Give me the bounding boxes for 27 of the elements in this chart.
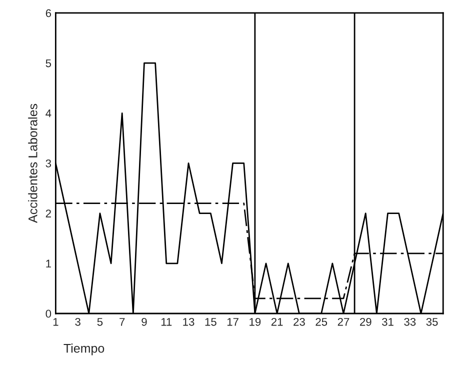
x-tick-label: 19 [250, 318, 261, 326]
x-tick-label: 25 [316, 318, 328, 326]
x-tick-label: 31 [382, 318, 394, 326]
y-tick-label: 5 [46, 59, 52, 68]
x-tick-label: 17 [227, 318, 238, 326]
x-tick-label: 35 [426, 318, 438, 326]
y-tick-label: 6 [46, 9, 52, 18]
y-tick-label: 3 [46, 160, 52, 168]
y-axis-title: Accidentes Laborales [28, 104, 38, 223]
x-tick-label: 29 [360, 318, 372, 326]
x-tick-label: 21 [271, 318, 283, 326]
y-tick-label: 1 [46, 260, 51, 268]
x-tick-label: 23 [294, 318, 305, 326]
x-tick-label: 15 [205, 318, 216, 326]
y-tick-label: 2 [46, 210, 51, 218]
x-tick-label: 9 [142, 318, 147, 326]
x-tick-label: 7 [120, 318, 125, 326]
x-axis-title: Tiempo [64, 344, 104, 356]
y-tick-label: 0 [46, 310, 52, 318]
y-tick-label: 4 [46, 110, 52, 118]
x-tick-label: 27 [338, 318, 350, 326]
x-tick-label: 33 [404, 318, 416, 326]
x-tick-label: 1 [53, 318, 58, 326]
x-tick-label: 3 [75, 318, 80, 326]
x-tick-label: 13 [183, 318, 194, 326]
x-tick-label: 5 [97, 318, 103, 326]
x-tick-label: 11 [161, 318, 172, 326]
